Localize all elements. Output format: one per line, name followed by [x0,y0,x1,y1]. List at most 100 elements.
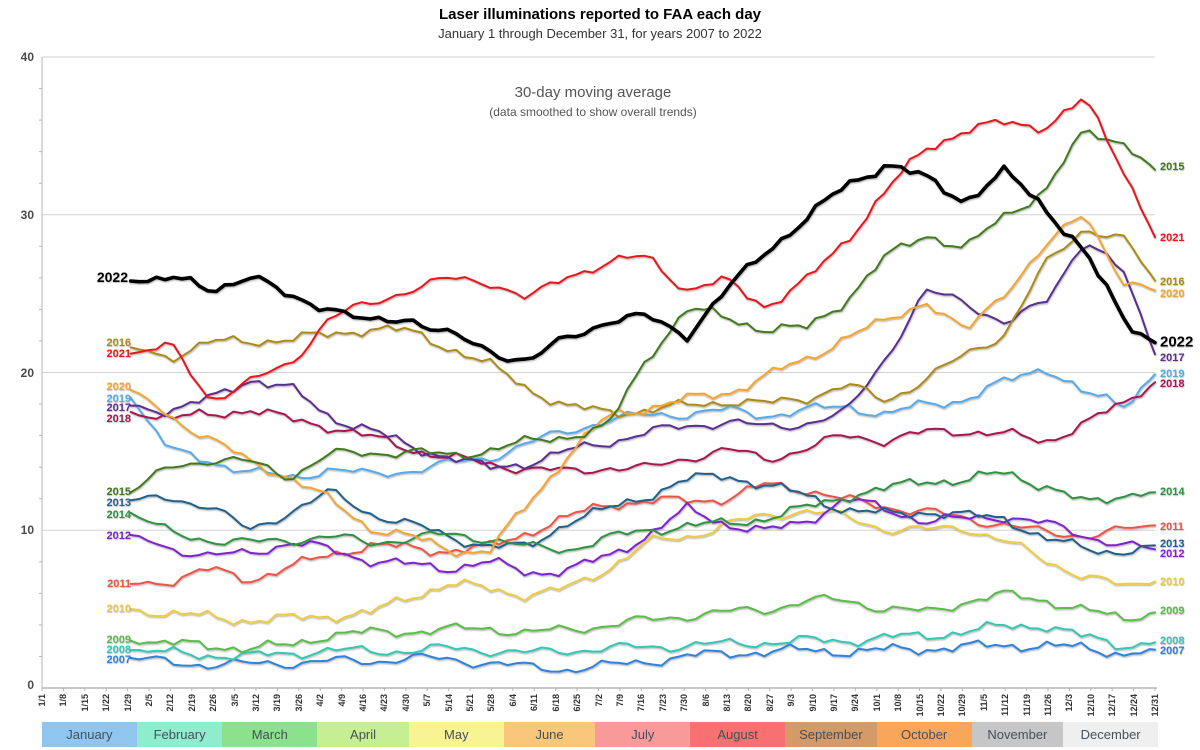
x-axis-tick-label: 5/7 [422,694,433,707]
y-axis-tick-label: 0 [27,678,34,692]
year-label-left-2013: 2013 [106,496,131,509]
series-line-2018 [129,381,1156,475]
x-axis-tick-label: 11/19 [1021,694,1032,717]
year-label-left-2009: 2009 [106,633,131,646]
year-label-right-2018: 2018 [1160,378,1185,391]
x-axis-tick-label: 11/5 [978,694,989,712]
x-axis-tick-label: 9/3 [786,694,797,707]
series-line-2007 [129,639,1156,674]
x-axis-tick-label: 8/20 [743,694,754,712]
month-band-september: September [785,722,877,747]
x-axis-tick-label: 7/30 [679,694,690,712]
year-label-right-2021: 2021 [1160,231,1185,244]
y-axis-tick-label: 40 [20,50,34,64]
year-label-left-2008: 2008 [106,644,131,657]
year-label-right-2007: 2007 [1160,644,1185,657]
series-line-2020 [129,216,1156,558]
x-axis-tick-label: 6/25 [572,694,583,712]
x-axis-tick-label: 4/9 [336,694,347,707]
x-axis-tick-label: 2/26 [208,694,219,712]
series-line-2021 [129,98,1156,400]
x-axis-tick-label: 11/12 [1000,694,1011,717]
year-label-left-2022: 2022 [96,269,128,286]
month-band-july: July [595,722,691,747]
x-axis-tick-label: 11/26 [1042,694,1053,717]
y-axis-tick-label: 10 [20,523,34,538]
year-label-right-2015: 2015 [1160,161,1185,174]
x-axis-tick-label: 10/15 [914,694,925,717]
year-label-left-2018: 2018 [106,413,131,426]
x-axis-tick-label: 7/23 [657,694,668,712]
x-axis-tick-label: 1/15 [79,694,90,712]
year-label-right-2022: 2022 [1160,333,1194,351]
month-band-january: January [42,722,137,747]
x-axis-tick-label: 1/22 [101,694,112,712]
x-axis-tick-label: 12/31 [1150,694,1160,717]
x-axis-tick-label: 1/8 [58,694,69,707]
x-axis-tick-label: 6/11 [529,694,540,712]
x-axis-tick-label: 9/17 [828,694,839,712]
x-axis-tick-label: 1/29 [122,694,133,712]
x-axis-tick-label: 4/16 [358,694,369,712]
x-axis-tick-label: 6/18 [550,694,561,712]
year-label-left-2017: 2017 [106,401,131,414]
x-axis-tick-label: 2/12 [165,694,176,712]
chart-title: Laser illuminations reported to FAA each… [438,6,762,23]
series-line-2022 [128,164,1157,363]
x-axis-tick-label: 9/24 [850,694,861,712]
x-axis-tick-label: 8/27 [764,694,775,712]
x-axis-tick-label: 5/28 [486,694,497,712]
series-line-2011 [129,481,1156,587]
year-label-left-2007: 2007 [106,654,131,667]
series-line-2012 [129,498,1156,578]
month-band-march: March [222,722,318,747]
year-label-right-2016: 2016 [1160,275,1185,288]
series-line-2013 [129,472,1156,556]
year-label-left-2020: 2020 [106,381,131,394]
series-line-2014 [129,470,1156,554]
x-axis-tick-label: 7/16 [636,694,647,712]
x-axis-tick-label: 2/19 [186,694,197,712]
year-label-left-2021: 2021 [106,348,131,361]
month-band-august: August [690,722,785,747]
x-axis-tick-label: 5/21 [465,694,476,712]
year-label-right-2017: 2017 [1160,351,1185,364]
x-axis-tick-label: 10/8 [893,694,904,712]
annotation-line2: (data smoothed to show overall trends) [489,105,697,119]
x-axis-tick-label: 2/5 [144,694,155,707]
year-label-right-2012: 2012 [1160,547,1185,560]
x-axis-tick-label: 8/13 [721,694,732,712]
month-band-november: November [971,722,1064,747]
month-band-may: May [408,722,504,747]
x-axis-tick-label: 12/17 [1107,694,1118,717]
month-band-february: February [136,722,223,747]
year-label-left-2019: 2019 [106,392,131,405]
year-label-right-2008: 2008 [1160,634,1185,647]
x-axis-tick-label: 1/1 [37,694,47,707]
year-label-left-2010: 2010 [106,603,131,616]
month-band-december: December [1063,722,1159,747]
month-band-june: June [503,722,596,747]
year-label-right-2010: 2010 [1160,575,1185,588]
x-axis-tick-label: 4/30 [400,694,411,712]
series-line-2017 [129,244,1156,470]
chart-subtitle: January 1 through December 31, for years… [438,26,762,41]
series-lines [128,98,1157,674]
y-axis-tick-label: 30 [20,207,34,222]
x-axis-tick-label: 7/2 [593,694,604,707]
x-axis-tick-label: 9/10 [807,694,818,712]
year-label-left-2014: 2014 [106,509,131,522]
x-axis-tick-label: 6/4 [507,694,518,707]
series-line-2015 [129,129,1156,494]
year-label-left-2016: 2016 [106,336,131,349]
year-label-left-2015: 2015 [106,485,131,498]
x-axis-tick-label: 4/2 [315,694,326,707]
year-label-right-2020: 2020 [1160,287,1185,300]
x-axis-tick-label: 12/10 [1085,694,1096,717]
x-axis-tick-label: 3/5 [229,694,240,707]
x-axis-tick-label: 8/6 [700,694,711,707]
x-axis-tick-label: 12/24 [1128,694,1139,717]
year-label-right-2013: 2013 [1160,537,1185,550]
year-label-right-2011: 2011 [1160,521,1184,534]
year-label-right-2019: 2019 [1160,368,1185,381]
